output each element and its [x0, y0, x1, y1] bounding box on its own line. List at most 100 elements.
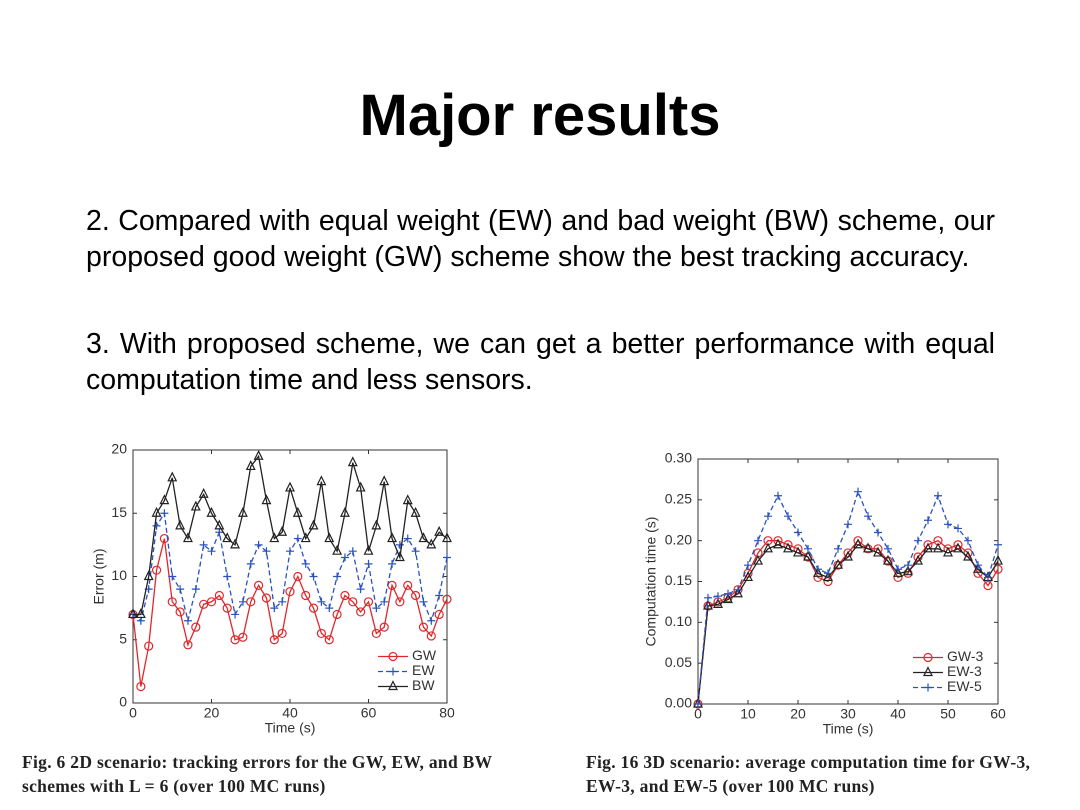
data-point	[753, 554, 763, 565]
data-point	[435, 591, 444, 600]
data-point	[953, 542, 963, 553]
data-point	[734, 585, 742, 594]
data-point	[387, 580, 397, 590]
data-point	[803, 550, 813, 561]
data-point	[744, 561, 752, 570]
x-tick-label: 20	[204, 705, 220, 721]
data-point	[356, 607, 366, 617]
data-point	[843, 550, 853, 561]
legend-marker	[923, 666, 933, 677]
x-axis-label: Time (s)	[823, 721, 874, 737]
legend-label: EW	[412, 662, 435, 678]
data-point	[222, 532, 233, 543]
data-point	[278, 597, 287, 606]
data-point	[144, 641, 154, 651]
data-point	[175, 607, 185, 617]
x-tick-label: 60	[361, 705, 377, 721]
legend-label: GW	[412, 647, 437, 663]
data-point	[254, 580, 264, 590]
x-axis-label: Time (s)	[265, 720, 316, 736]
data-point	[784, 512, 792, 521]
data-point	[214, 519, 225, 530]
y-tick-label: 0.30	[665, 450, 692, 466]
data-point	[994, 540, 1002, 549]
data-point	[308, 519, 319, 530]
y-tick-label: 0.25	[665, 491, 692, 507]
data-point	[395, 540, 404, 549]
data-point	[434, 609, 444, 620]
data-point	[191, 622, 201, 632]
data-point	[269, 532, 280, 543]
data-point	[182, 532, 193, 543]
x-tick-label: 20	[790, 706, 806, 722]
data-point	[793, 546, 803, 557]
data-point	[853, 538, 863, 549]
data-point	[403, 534, 412, 543]
legend-marker	[923, 652, 933, 663]
data-point	[419, 597, 428, 606]
x-tick-label: 30	[840, 706, 856, 722]
data-point	[332, 609, 342, 620]
data-point	[403, 580, 413, 590]
data-point	[222, 603, 232, 613]
data-point	[783, 542, 793, 553]
data-point	[293, 571, 303, 582]
data-point	[714, 592, 722, 601]
legend-marker	[388, 651, 398, 662]
data-point	[963, 550, 973, 561]
data-point	[128, 608, 138, 619]
data-point	[348, 597, 358, 607]
data-point	[176, 585, 185, 594]
data-point	[713, 598, 723, 608]
x-tick-label: 10	[740, 706, 756, 722]
data-point	[984, 573, 992, 582]
data-point	[253, 449, 264, 460]
data-point	[823, 571, 833, 582]
data-point	[238, 597, 247, 606]
data-point	[974, 561, 982, 570]
data-point	[443, 553, 451, 562]
data-point	[333, 572, 342, 581]
data-point	[723, 593, 733, 604]
data-point	[903, 565, 913, 576]
legend-marker	[389, 667, 397, 676]
data-point	[379, 475, 390, 486]
data-point	[804, 544, 812, 553]
x-tick-label: 0	[129, 705, 137, 721]
data-point	[764, 512, 772, 521]
data-point	[207, 547, 216, 556]
data-point	[934, 491, 942, 500]
data-point	[292, 506, 303, 517]
data-point	[300, 532, 311, 543]
data-point	[924, 516, 932, 525]
data-point	[763, 536, 773, 546]
data-point	[388, 559, 397, 568]
data-point	[151, 506, 162, 517]
data-point	[402, 494, 413, 505]
legend-label: BW	[412, 677, 435, 693]
data-point	[325, 604, 334, 613]
data-point	[933, 542, 943, 553]
data-point	[355, 481, 366, 492]
data-point	[167, 597, 177, 607]
data-point	[160, 509, 169, 518]
data-point	[269, 635, 279, 645]
data-point	[372, 604, 381, 613]
data-point	[442, 532, 452, 543]
data-point	[426, 538, 437, 549]
data-point	[884, 544, 892, 553]
data-point	[356, 585, 365, 594]
y-tick-label: 0.10	[665, 613, 692, 629]
data-point	[380, 597, 389, 606]
data-point	[206, 597, 217, 607]
data-point	[753, 548, 763, 558]
data-point	[167, 471, 178, 482]
data-point	[813, 566, 823, 577]
caption: Fig. 6 2D scenario: tracking errors for …	[22, 752, 493, 796]
legend-label: EW-3	[947, 663, 982, 679]
data-point	[844, 520, 852, 529]
data-point	[277, 525, 288, 536]
data-point	[824, 569, 832, 578]
y-axis-label: Error (m)	[91, 549, 107, 605]
